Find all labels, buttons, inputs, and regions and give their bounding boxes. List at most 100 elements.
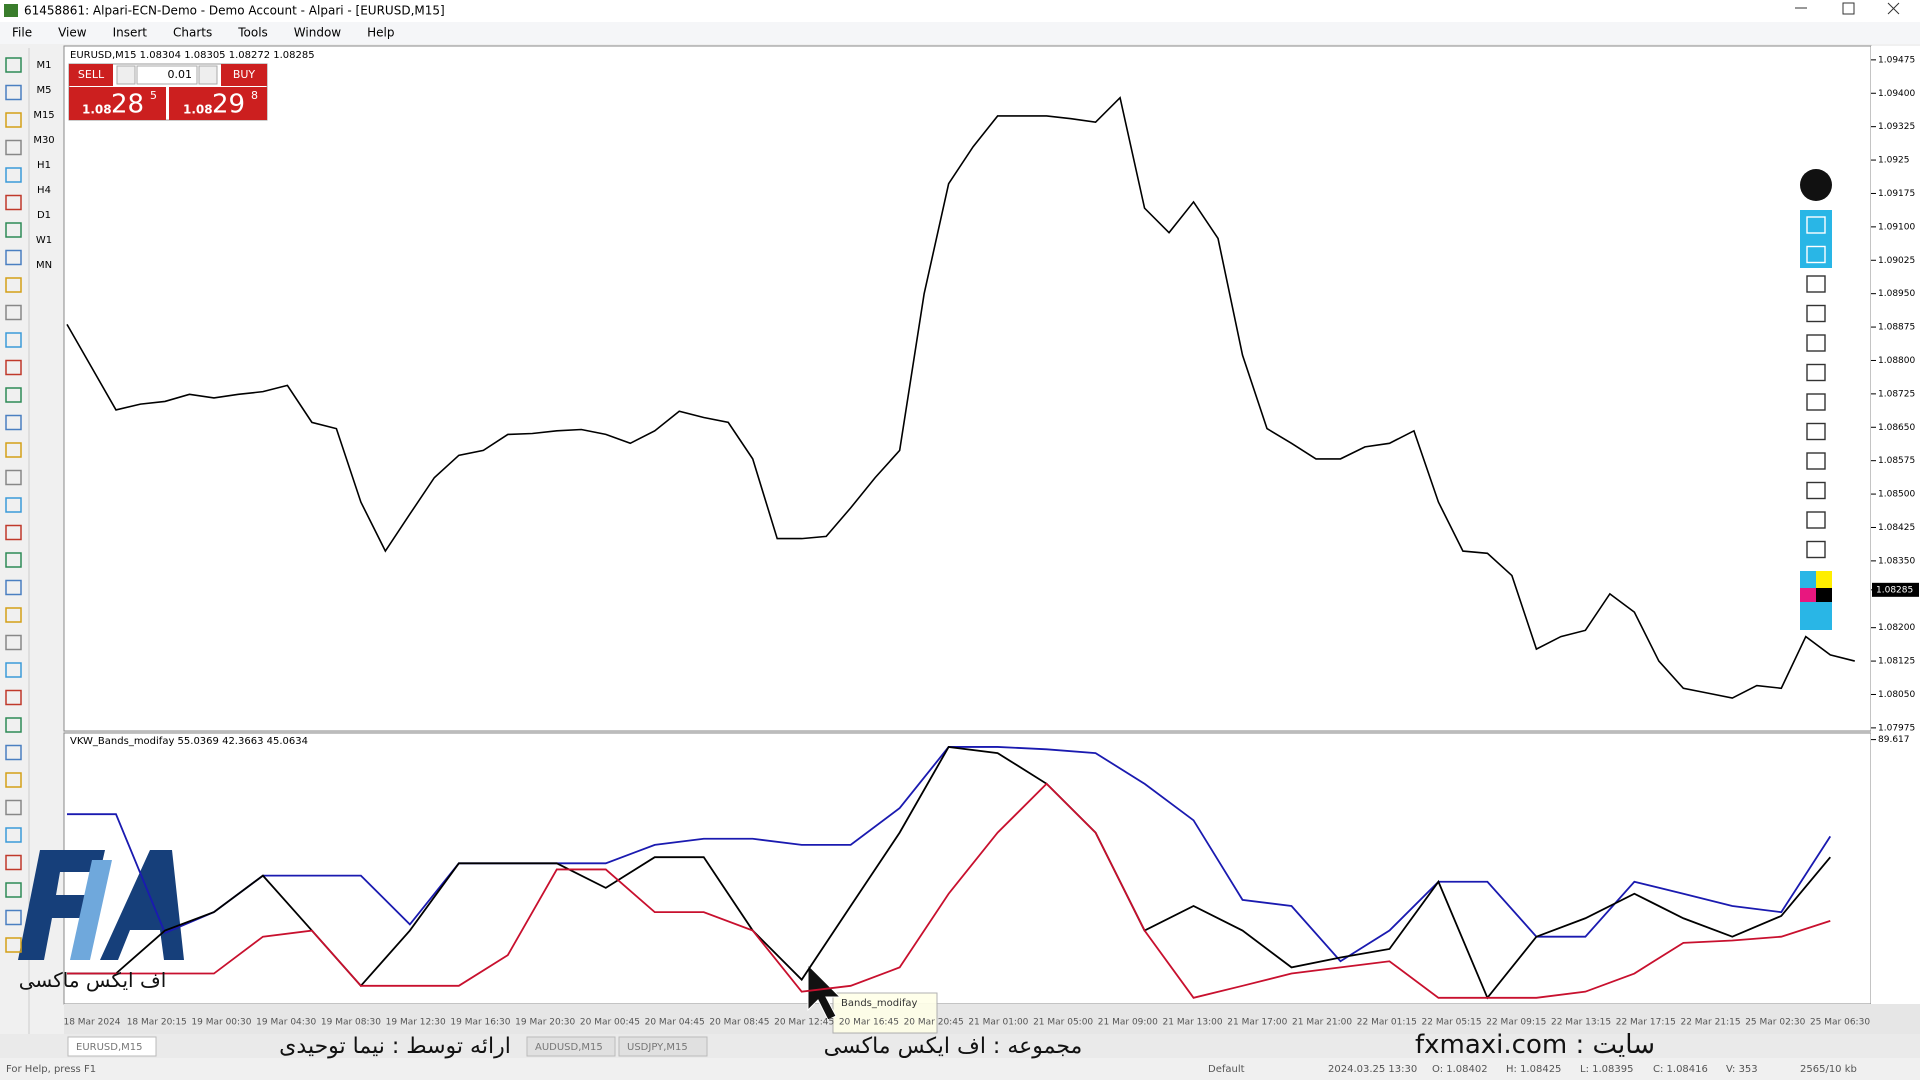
close-button[interactable]	[1887, 2, 1900, 15]
timeframe-button[interactable]: H4	[37, 185, 51, 196]
toolbar-icon[interactable]	[5, 84, 22, 101]
chart-tab[interactable]	[526, 1036, 616, 1057]
menu-item[interactable]: Help	[367, 26, 394, 40]
timeframe-button[interactable]: M5	[37, 85, 52, 96]
buy-price-box[interactable]	[169, 87, 267, 120]
drawing-tool[interactable]	[1806, 216, 1826, 234]
toolbar-icon[interactable]	[5, 414, 22, 431]
toolbar-icon[interactable]	[5, 634, 22, 651]
color-cyan[interactable]	[1800, 571, 1816, 588]
toolbar-icon[interactable]	[5, 744, 22, 761]
lot-down[interactable]	[116, 65, 136, 85]
toolbar-icon[interactable]	[5, 57, 22, 73]
toolbar-icon[interactable]	[5, 222, 22, 238]
drawing-tool[interactable]	[1806, 334, 1826, 352]
title-bar	[0, 0, 1920, 22]
toolbar-icon[interactable]	[5, 552, 22, 568]
drawing-tool[interactable]	[1806, 304, 1826, 323]
buy-button[interactable]	[221, 64, 267, 86]
drawing-tool[interactable]	[1806, 422, 1826, 441]
toolbar-icon[interactable]	[5, 799, 22, 816]
menu-item[interactable]: Insert	[113, 26, 148, 40]
time-label: 22 Mar 05:15	[1422, 1018, 1482, 1028]
toolbar-icon[interactable]	[5, 909, 22, 926]
toolbar-pin[interactable]	[1800, 169, 1832, 201]
color-blue[interactable]	[1800, 602, 1832, 630]
maximize-button[interactable]	[1842, 2, 1855, 15]
toolbar-icon[interactable]	[5, 579, 22, 596]
toolbar-icon[interactable]	[5, 469, 22, 486]
drawing-tool[interactable]	[1806, 452, 1826, 470]
toolbar-icon[interactable]	[5, 882, 22, 898]
timeframe-button[interactable]: M30	[33, 135, 54, 146]
toolbar-icon[interactable]	[5, 442, 22, 458]
toolbar-icon[interactable]	[5, 497, 22, 513]
chart-tab[interactable]	[618, 1036, 708, 1057]
timeframe-button[interactable]: H1	[37, 160, 51, 171]
y-tick-label: 1.08575	[1878, 456, 1915, 466]
menu-item[interactable]: Tools	[237, 26, 268, 40]
y-tick-label: 89.617	[1878, 735, 1910, 745]
toolbar-icon[interactable]	[5, 194, 22, 211]
toolbar-icon[interactable]	[5, 112, 22, 128]
toolbar-icon[interactable]	[5, 607, 22, 623]
color-yellow[interactable]	[1816, 571, 1832, 588]
group-text: مجموعه : اف ایکس ماکسی	[823, 1034, 1083, 1059]
chart-tab-label[interactable]: USDJPY,M15	[627, 1042, 688, 1053]
time-label: 21 Mar 01:00	[968, 1018, 1028, 1028]
toolbar-icon[interactable]	[5, 359, 22, 376]
toolbar-icon[interactable]	[5, 662, 22, 678]
sell-price-box[interactable]	[69, 87, 166, 120]
chart-tab-label[interactable]: AUDUSD,M15	[535, 1042, 603, 1053]
toolbar-icon[interactable]	[5, 167, 22, 183]
lot-value[interactable]: 0.01	[168, 68, 193, 81]
menu-item[interactable]: File	[12, 26, 32, 40]
chart-tab-label[interactable]: EURUSD,M15	[76, 1042, 142, 1053]
toolbar-icon[interactable]	[5, 249, 22, 266]
toolbar-icon[interactable]	[5, 689, 22, 706]
y-tick-label: 1.09475	[1878, 55, 1915, 65]
toolbar-icon[interactable]	[5, 524, 22, 541]
color-magenta[interactable]	[1800, 588, 1816, 602]
drawing-tool[interactable]	[1806, 363, 1826, 382]
toolbar-icon[interactable]	[5, 304, 22, 321]
y-tick-label: 1.0925	[1878, 156, 1910, 166]
drawing-tool[interactable]	[1806, 245, 1826, 264]
menu-item[interactable]: Charts	[173, 26, 212, 40]
sell-label[interactable]: SELL	[78, 68, 105, 81]
status-help: For Help, press F1	[6, 1064, 96, 1075]
toolbar-icon[interactable]	[5, 717, 22, 733]
time-label: 21 Mar 21:00	[1292, 1018, 1352, 1028]
chart-header: EURUSD,M15 1.08304 1.08305 1.08272 1.082…	[70, 50, 315, 61]
toolbar-icon[interactable]	[5, 139, 22, 156]
color-black[interactable]	[1816, 588, 1832, 602]
toolbar-icon[interactable]	[5, 387, 22, 403]
lot-up[interactable]	[198, 65, 218, 85]
menu-item[interactable]: View	[58, 26, 87, 40]
toolbar-icon[interactable]	[5, 827, 22, 843]
timeframe-button[interactable]: W1	[36, 235, 52, 246]
buy-label[interactable]: BUY	[233, 68, 256, 81]
chart-tab[interactable]	[67, 1036, 157, 1057]
toolbar-icon[interactable]	[5, 937, 22, 953]
drawing-tool[interactable]	[1806, 275, 1826, 293]
lot-input[interactable]	[136, 65, 198, 85]
drawing-tool[interactable]	[1806, 511, 1826, 529]
y-tick-label: 1.08500	[1878, 490, 1915, 500]
timeframe-button[interactable]: D1	[37, 210, 51, 221]
menu-item[interactable]: Window	[294, 26, 342, 40]
sell-button[interactable]	[69, 64, 113, 86]
timeframe-button[interactable]: M15	[33, 110, 54, 121]
time-label: 19 Mar 20:30	[515, 1018, 575, 1028]
toolbar-icon[interactable]	[5, 277, 22, 293]
drawing-tool[interactable]	[1806, 393, 1826, 411]
toolbar-icon[interactable]	[5, 854, 22, 871]
drawing-tool[interactable]	[1806, 481, 1826, 500]
timeframe-button[interactable]: MN	[36, 260, 52, 271]
status-profile: Default	[1208, 1064, 1245, 1075]
timeframe-button[interactable]: M1	[37, 60, 52, 71]
buy-price-pips: 29	[212, 90, 245, 120]
toolbar-icon[interactable]	[5, 332, 22, 348]
toolbar-icon[interactable]	[5, 772, 22, 788]
drawing-tool[interactable]	[1806, 540, 1826, 559]
